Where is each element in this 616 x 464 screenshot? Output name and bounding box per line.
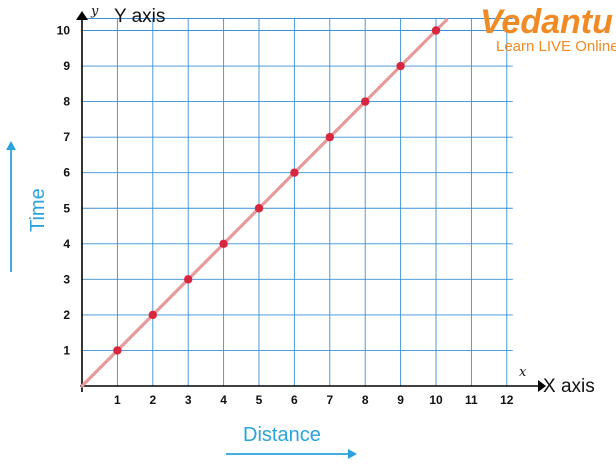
y-tick-label: 8 <box>63 95 70 109</box>
x-tick-label: 7 <box>326 393 333 407</box>
trend-line <box>80 18 449 388</box>
x-tick-label: 1 <box>114 393 121 407</box>
vedantu-logo: Vedantu Learn LIVE Online <box>480 3 616 55</box>
data-point <box>184 275 193 284</box>
time-arrowhead-icon <box>6 141 16 150</box>
logo-tagline: Learn LIVE Online <box>496 38 616 55</box>
y-variable-label: y <box>90 4 99 19</box>
data-point <box>290 168 299 177</box>
data-point <box>113 346 122 355</box>
y-tick-label: 9 <box>63 59 70 73</box>
y-tick-label: 1 <box>63 343 70 357</box>
y-axis-title: Y axis <box>114 6 165 27</box>
data-point <box>219 239 228 248</box>
x-tick-label: 9 <box>397 393 404 407</box>
x-axis-title: X axis <box>543 376 595 397</box>
x-tick-label: 8 <box>362 393 369 407</box>
x-tick-label: 3 <box>185 393 192 407</box>
y-tick-label: 7 <box>63 130 70 144</box>
x-tick-label: 6 <box>291 393 298 407</box>
data-point <box>148 310 157 320</box>
x-tick-label: 2 <box>149 393 156 407</box>
x-tick-labels: 1 2 3 4 5 6 7 8 9 10 11 12 <box>114 393 514 407</box>
x-variable-label: x <box>519 365 527 380</box>
y-tick-label: 5 <box>63 201 70 215</box>
x-axis-arrowhead <box>538 380 546 392</box>
y-tick-label: 2 <box>63 308 70 322</box>
x-tick-label: 4 <box>220 393 227 407</box>
y-tick-label: 6 <box>63 166 70 180</box>
data-point <box>431 26 441 35</box>
y-tick-label: 10 <box>57 24 71 38</box>
x-tick-label: 12 <box>500 393 514 407</box>
axes <box>76 11 546 392</box>
x-tick-label: 5 <box>256 393 263 407</box>
data-series <box>80 18 449 388</box>
time-label: Time <box>27 188 49 232</box>
data-point <box>254 204 264 213</box>
data-point <box>396 61 405 71</box>
x-tick-label: 11 <box>465 393 478 407</box>
x-tick-label: 10 <box>429 393 443 407</box>
y-tick-label: 4 <box>63 237 70 251</box>
y-tick-label: 3 <box>63 272 70 286</box>
distance-arrowhead-icon <box>348 449 357 459</box>
y-axis-arrowhead <box>76 11 88 20</box>
grid-lines <box>82 18 513 386</box>
logo-wordmark: Vedantu <box>480 3 613 41</box>
distance-label: Distance <box>243 424 321 446</box>
time-indicator: Time <box>6 141 49 272</box>
y-tick-labels: 1 2 3 4 5 6 7 8 9 10 <box>57 24 71 358</box>
data-point <box>361 97 370 106</box>
data-point <box>325 132 334 142</box>
distance-indicator: Distance <box>226 424 357 459</box>
